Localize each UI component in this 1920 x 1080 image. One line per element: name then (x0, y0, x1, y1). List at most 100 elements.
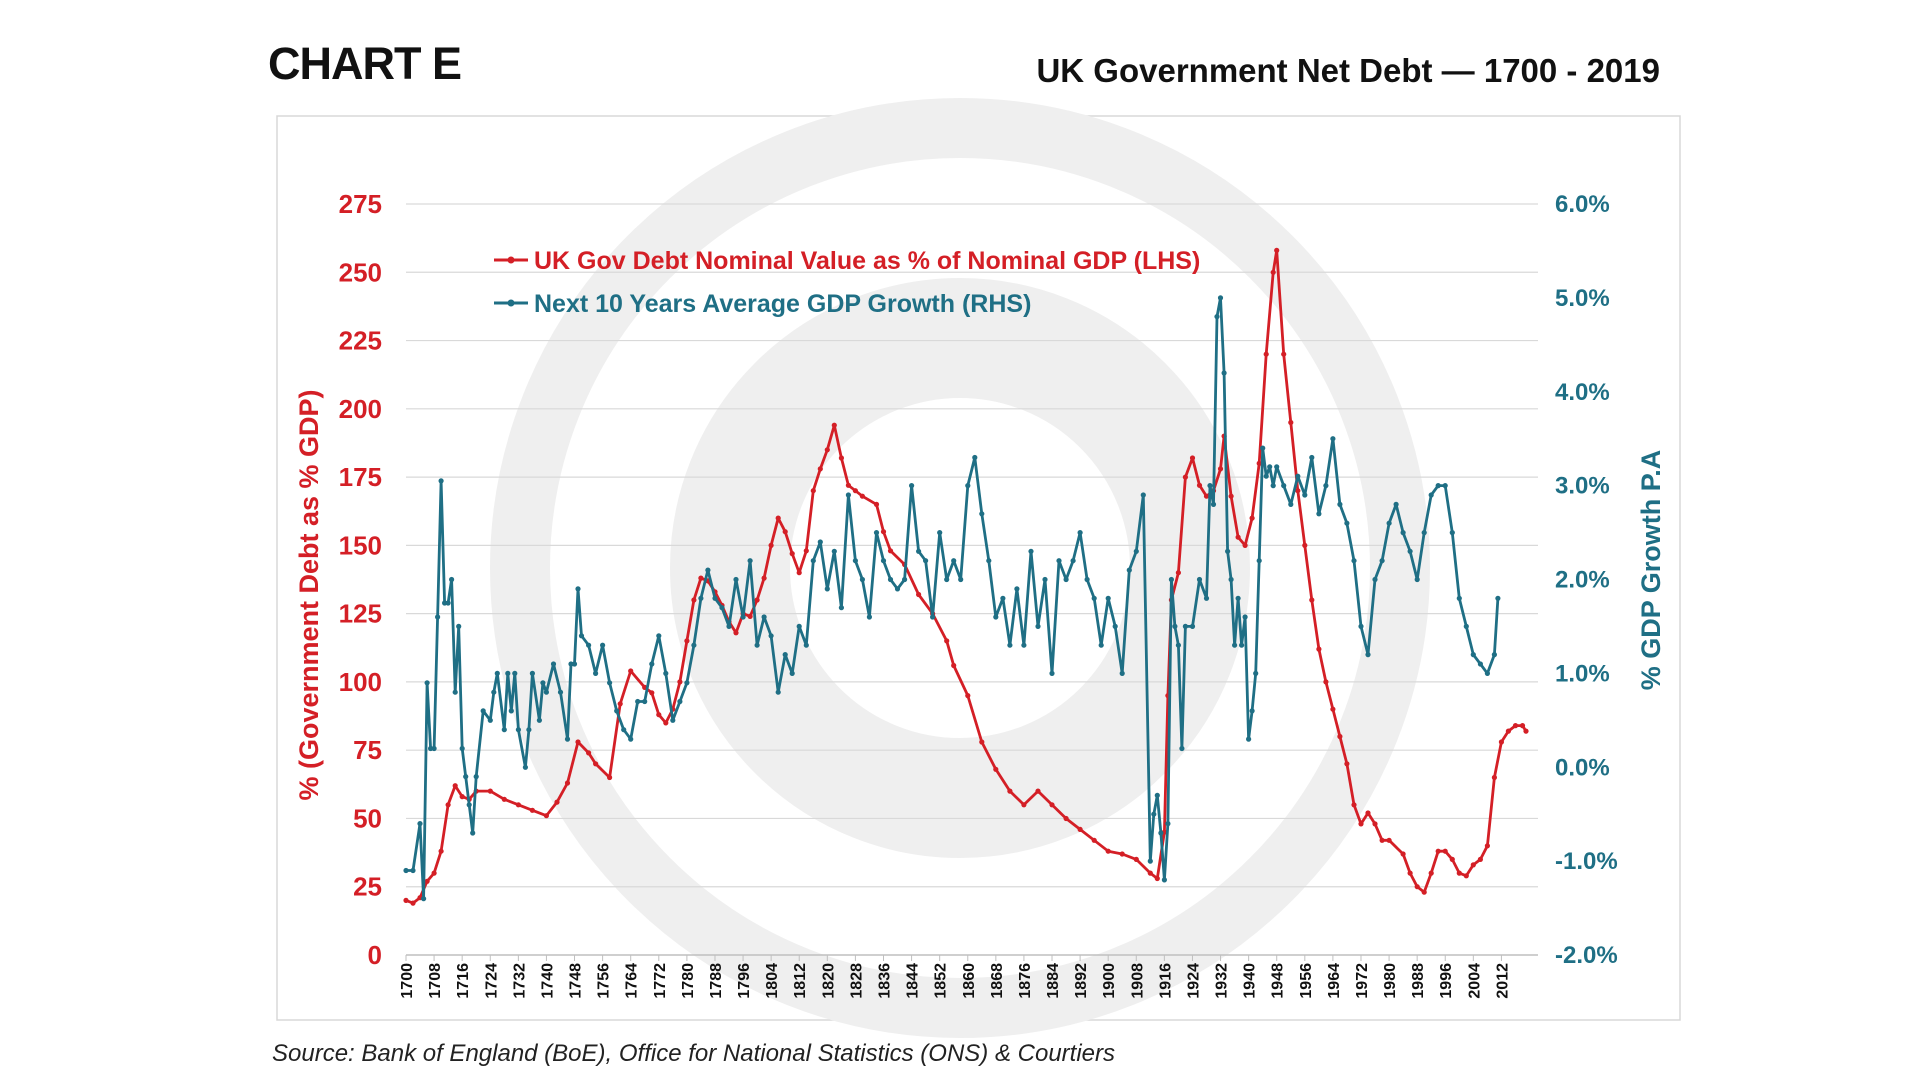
data-point (1196, 482, 1203, 488)
data-point (1351, 802, 1357, 808)
data-point (1358, 623, 1364, 630)
data-point (810, 558, 816, 564)
y-axis-title-right: % GDP Growth P.A (1636, 450, 1666, 691)
legend-item-debt: UK Gov Debt Nominal Value as % of Nomina… (494, 247, 1200, 275)
data-point (887, 548, 894, 554)
data-point (670, 717, 676, 723)
y-tick-right: 3.0% (1555, 473, 1610, 500)
data-point (403, 867, 409, 874)
y-tick-left: 225 (339, 326, 382, 356)
data-point (916, 591, 922, 598)
data-point (1270, 269, 1276, 275)
data-point (600, 642, 606, 648)
data-point (1063, 815, 1069, 822)
data-point (1365, 810, 1371, 816)
data-point (550, 661, 557, 667)
data-point (1112, 623, 1118, 630)
data-point (1470, 862, 1476, 868)
data-point (1386, 837, 1392, 843)
y-tick-left: 50 (353, 803, 382, 833)
data-point (529, 807, 536, 813)
data-point (1214, 314, 1220, 320)
data-point (1337, 501, 1343, 507)
data-point (1421, 889, 1427, 895)
y-tick-left: 200 (339, 394, 382, 424)
data-point (1519, 723, 1526, 729)
data-point (1203, 493, 1210, 499)
data-point (1256, 558, 1262, 564)
data-point (1495, 595, 1501, 601)
data-point (1309, 597, 1315, 603)
data-point (1151, 811, 1157, 817)
data-point (449, 576, 455, 583)
data-point (1158, 830, 1164, 836)
data-point (494, 670, 500, 677)
y-tick-right: -2.0% (1555, 942, 1618, 969)
data-point (635, 698, 641, 705)
data-point (916, 548, 922, 554)
data-point (1242, 542, 1248, 549)
data-point (508, 708, 514, 714)
data-point (575, 586, 581, 592)
data-point (902, 576, 908, 583)
x-tick-label: 1988 (1410, 963, 1427, 999)
data-point (417, 821, 423, 827)
x-tick-label: 1836 (876, 963, 893, 999)
data-point (593, 670, 599, 677)
x-tick-label: 1780 (680, 963, 697, 999)
data-point (1463, 623, 1469, 630)
data-point (1119, 851, 1125, 857)
data-point (894, 586, 901, 592)
x-tick-label: 1876 (1017, 963, 1034, 999)
data-point (817, 466, 823, 472)
data-point (1263, 351, 1269, 357)
data-point (1049, 670, 1055, 677)
y-tick-right: 0.0% (1555, 754, 1610, 781)
data-point (1302, 492, 1308, 498)
x-tick-label: 1756 (596, 963, 613, 999)
data-point (1281, 483, 1287, 489)
data-point (951, 558, 957, 564)
data-point (937, 530, 943, 536)
y-tick-left: 75 (353, 735, 382, 765)
data-point (424, 878, 430, 884)
data-point (1105, 595, 1111, 601)
data-point (470, 830, 476, 836)
x-tick-label: 1788 (708, 963, 725, 999)
data-point (1196, 576, 1203, 583)
data-point (543, 813, 550, 819)
data-point (1014, 586, 1020, 592)
data-point (593, 761, 599, 767)
data-point (614, 708, 620, 714)
x-tick-label: 1700 (399, 963, 416, 999)
data-point (1330, 706, 1336, 712)
data-point (1098, 642, 1104, 648)
data-point (677, 679, 683, 685)
data-point (789, 551, 795, 557)
data-point (1235, 595, 1241, 601)
x-tick-label: 1716 (455, 963, 472, 999)
data-point (438, 848, 444, 854)
legend-label-debt: UK Gov Debt Nominal Value as % of Nomina… (534, 247, 1200, 275)
data-point (1172, 623, 1178, 630)
data-point (986, 558, 992, 564)
data-point (831, 422, 837, 428)
data-point (1372, 576, 1378, 583)
x-tick-label: 1964 (1326, 963, 1343, 999)
data-point (852, 558, 859, 564)
data-point (628, 668, 634, 674)
data-point (491, 689, 497, 695)
data-point (1165, 821, 1171, 827)
data-point (1260, 445, 1266, 451)
y-tick-left: 25 (353, 872, 382, 902)
data-point (1239, 642, 1245, 648)
x-tick-label: 1828 (848, 963, 865, 999)
series-gdp (403, 295, 1501, 902)
data-point (459, 794, 465, 800)
data-point (554, 799, 560, 805)
data-point (1133, 548, 1139, 554)
data-point (607, 774, 613, 781)
data-point (1207, 483, 1213, 489)
data-point (649, 661, 655, 667)
